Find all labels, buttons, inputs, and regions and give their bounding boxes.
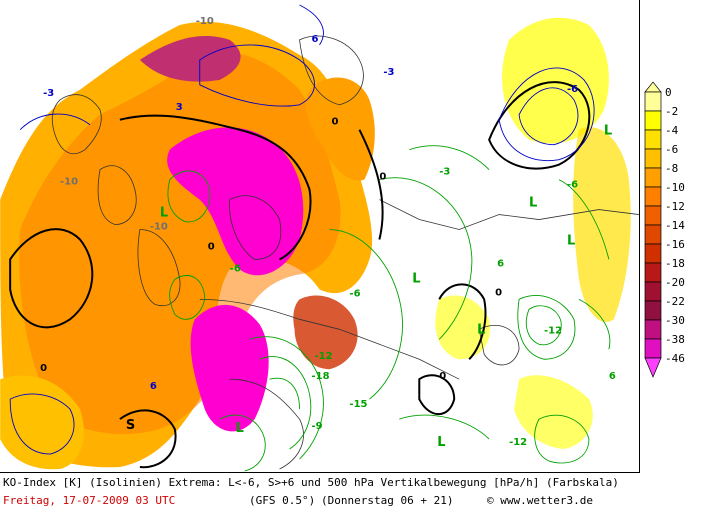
isoline-label: -3 xyxy=(43,88,54,99)
model-name: (GFS 0.5°) xyxy=(249,494,316,507)
legend-value-label: 0 xyxy=(665,86,672,99)
isoline-label: -9 xyxy=(312,421,323,432)
legend-color-box xyxy=(644,205,662,226)
isoline-label: 0 xyxy=(331,117,338,128)
legend-value-label: -30 xyxy=(665,314,685,327)
isoline-label: -3 xyxy=(383,67,394,78)
isoline-label: L xyxy=(604,124,612,139)
legend-color-box xyxy=(644,186,662,207)
legend-value-label: -4 xyxy=(665,124,679,137)
model-run: (Donnerstag 06 + 21) xyxy=(321,494,454,507)
isoline-label: 0 xyxy=(40,363,47,374)
legend-value-label: -20 xyxy=(665,276,685,289)
isoline-label: L xyxy=(477,322,485,337)
valid-date: Freitag, 17-07-2009 03 UTC xyxy=(3,494,176,507)
isoline-label: 0 xyxy=(379,172,386,183)
isoline-label: -6 xyxy=(230,263,241,274)
isoline-label: -10 xyxy=(196,16,214,27)
legend-color-box xyxy=(644,110,662,131)
map-labels: -3 6 -3 -6 3 6 0 0 0 0 0 0 L L L L L L L L S -6 -6 -6 -12 -12 -12 -… xyxy=(40,16,616,450)
isoline-label: -12 xyxy=(315,351,333,362)
isoline-label: -6 xyxy=(567,180,578,191)
legend-color-box xyxy=(644,281,662,302)
legend-color-box xyxy=(644,224,662,245)
isoline-label: -6 xyxy=(567,84,578,95)
legend-value-label: -6 xyxy=(665,143,678,156)
isoline-label: -10 xyxy=(60,177,78,188)
legend-value-label: -18 xyxy=(665,257,685,270)
legend-value-label: -2 xyxy=(665,105,678,118)
legend-value-label: -12 xyxy=(665,200,685,213)
legend-value-label: -38 xyxy=(665,333,685,346)
isoline-label: -15 xyxy=(349,399,367,410)
legend-color-box xyxy=(644,243,662,264)
isoline-label: -12 xyxy=(544,325,562,336)
legend-value-label: -22 xyxy=(665,295,685,308)
isoline-label: 6 xyxy=(312,34,319,45)
isoline-label: 6 xyxy=(609,371,616,382)
isoline-label: 0 xyxy=(439,371,446,382)
map-description: KO-Index [K] (Isolinien) Extrema: L<-6, … xyxy=(3,476,619,489)
isoline-label: L xyxy=(236,421,244,436)
isoline-label: L xyxy=(567,233,575,248)
vertical-motion-isolines xyxy=(167,145,611,472)
coastlines xyxy=(51,35,639,470)
isoline-label: L xyxy=(412,271,420,286)
isoline-label: -18 xyxy=(312,371,330,382)
isoline-label: -3 xyxy=(439,167,450,178)
legend-color-box xyxy=(644,338,662,359)
isoline-label: -12 xyxy=(509,437,527,448)
isoline-label: 6 xyxy=(150,381,157,392)
isoline-label: 0 xyxy=(495,287,502,298)
legend-value-label: -14 xyxy=(665,219,685,232)
legend-color-box xyxy=(644,148,662,169)
copyright-link[interactable]: © www.wetter3.de xyxy=(487,494,593,507)
legend-value-label: -8 xyxy=(665,162,678,175)
ko-index-blue-isolines xyxy=(9,4,595,455)
isoline-label: S xyxy=(126,418,135,433)
isoline-label: 6 xyxy=(497,258,504,269)
isoline-label: -10 xyxy=(150,222,168,233)
legend-color-box xyxy=(644,300,662,321)
isoline-label: L xyxy=(437,435,445,450)
legend-color-box xyxy=(644,129,662,150)
isoline-label: L xyxy=(160,206,168,221)
isoline-label: -6 xyxy=(349,288,360,299)
isoline-label: 3 xyxy=(176,102,183,113)
color-scale-legend: 0 -2 -4 -6 -8 -10 -12 -14 -16 -18 -20 -22 -30 -38 -46 xyxy=(644,81,685,378)
isoline-label: L xyxy=(529,196,537,211)
isoline-label: 0 xyxy=(208,241,215,252)
map-info-footer: KO-Index [K] (Isolinien) Extrema: L<-6, … xyxy=(0,474,704,513)
legend-top-arrow xyxy=(644,81,662,93)
ko-index-zero-isolines xyxy=(9,81,591,469)
legend-value-label: -10 xyxy=(665,181,685,194)
legend-color-box xyxy=(644,262,662,283)
legend-value-label: -46 xyxy=(665,352,685,365)
legend-color-box xyxy=(644,167,662,188)
legend-color-box xyxy=(644,357,662,378)
vertical-motion-fill xyxy=(0,17,631,470)
legend-color-box xyxy=(644,319,662,340)
legend-color-box xyxy=(644,91,662,112)
legend-value-label: -16 xyxy=(665,238,685,251)
weather-map: -3 6 -3 -6 3 6 0 0 0 0 0 0 L L L L L L L L S -6 -6 -6 -12 -12 -12 -… xyxy=(0,0,640,473)
